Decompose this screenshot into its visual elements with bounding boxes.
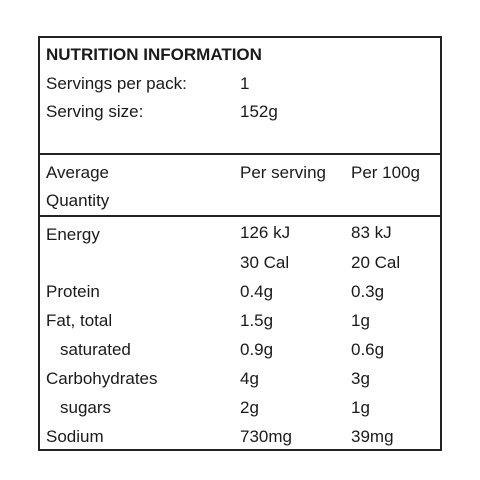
nutrition-panel: NUTRITION INFORMATION Servings per pack:…	[38, 36, 442, 451]
row-sugars-serving: 2g	[240, 398, 259, 417]
row-protein-per100: 0.3g	[351, 282, 385, 301]
row-sodium-label: Sodium	[46, 427, 104, 446]
row-protein-label: Protein	[46, 282, 100, 301]
column-header-row: Average Quantity Per serving Per 100g	[40, 156, 440, 217]
row-protein-serving: 0.4g	[240, 282, 274, 301]
column-header-per-serving: Per serving	[240, 163, 326, 182]
servings-value: 1	[240, 74, 250, 93]
column-header-per-100g: Per 100g	[351, 163, 420, 182]
row-fat-serving: 1.5g	[240, 311, 274, 330]
panel-title: NUTRITION INFORMATION	[46, 45, 262, 64]
row-sodium-serving: 730mg	[240, 427, 292, 446]
column-header-quantity-line2: Quantity	[46, 191, 110, 210]
row-saturated-serving: 0.9g	[240, 340, 274, 359]
row-carbohydrates-label: Carbohydrates	[46, 369, 158, 388]
servings-label: Servings per pack:	[46, 74, 187, 93]
row-fat-per100: 1g	[351, 311, 370, 330]
row-saturated-per100: 0.6g	[351, 340, 385, 359]
row-carbohydrates-serving: 4g	[240, 369, 259, 388]
row-energy-serving-cal: 30 Cal	[240, 253, 290, 272]
row-sugars-label: sugars	[60, 398, 112, 417]
row-energy-label: Energy	[46, 225, 100, 244]
row-carbohydrates-per100: 3g	[351, 369, 370, 388]
serving-size-value: 152g	[240, 102, 278, 121]
row-energy-per100-cal: 20 Cal	[351, 253, 401, 272]
row-sodium-per100: 39mg	[351, 427, 394, 446]
row-energy-per100-kj: 83 kJ	[351, 223, 392, 242]
row-fat-label: Fat, total	[46, 311, 113, 330]
panel-header: NUTRITION INFORMATION Servings per pack:…	[40, 38, 440, 155]
column-header-quantity-line1: Average	[46, 163, 110, 182]
row-sugars-per100: 1g	[351, 398, 370, 417]
row-energy-serving-kj: 126 kJ	[240, 223, 291, 242]
row-saturated-label: saturated	[60, 340, 131, 359]
serving-size-label: Serving size:	[46, 102, 144, 121]
